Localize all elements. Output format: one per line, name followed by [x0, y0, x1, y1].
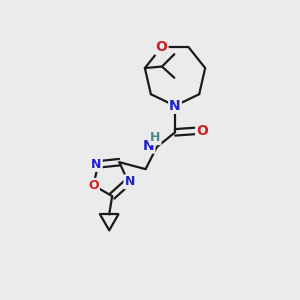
- Text: N: N: [143, 139, 154, 153]
- Text: N: N: [169, 99, 181, 113]
- Text: O: O: [88, 179, 99, 192]
- Text: H: H: [150, 131, 160, 144]
- Text: O: O: [156, 40, 168, 54]
- Text: N: N: [124, 175, 135, 188]
- Text: O: O: [196, 124, 208, 138]
- Text: N: N: [92, 158, 102, 171]
